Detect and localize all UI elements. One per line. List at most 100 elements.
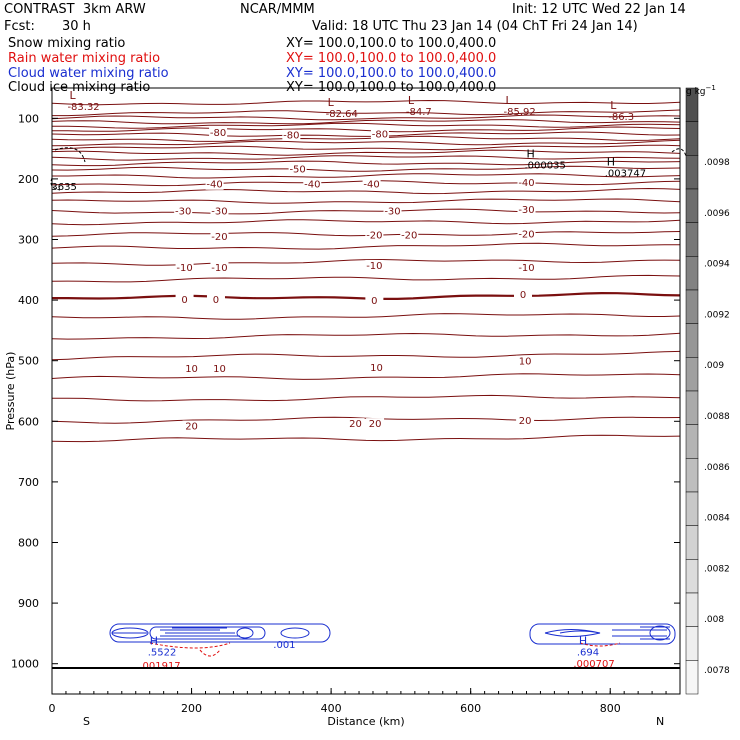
contour-label: -10	[518, 263, 534, 274]
contour-label-bg	[175, 293, 194, 305]
contour-label-bg	[514, 289, 532, 301]
cloud-water-contour	[111, 627, 149, 639]
contour-label-bg	[365, 229, 384, 241]
isotherm-line	[51, 144, 681, 151]
contour-label-bg	[288, 163, 307, 175]
field-label-cloud-water: Cloud water mixing ratio	[8, 66, 169, 81]
contour-label: -80	[283, 131, 299, 142]
contour-label-bg	[175, 261, 194, 273]
axes-layer: 0 200 400 600 800100200300400500600700800900…	[11, 112, 681, 715]
contour-label: -40	[206, 180, 222, 191]
contour-label: -10	[366, 261, 382, 272]
colorbar-segment	[685, 626, 699, 661]
extremum-value: -85.92	[504, 107, 536, 118]
cloud-ice-contour	[671, 148, 687, 157]
x-axis-label: Distance (km)	[327, 715, 404, 728]
extremum-marker: H	[579, 634, 587, 647]
colorbar-label: .0088	[704, 412, 730, 422]
contour-label-bg	[282, 129, 301, 141]
isotherm-line	[51, 155, 681, 161]
contour-label-bg	[516, 355, 535, 367]
isotherm-line	[51, 149, 681, 156]
colorbar-segment	[685, 458, 699, 493]
contour-label-bg	[362, 178, 381, 190]
plot-title: CONTRAST 3km ARW	[4, 2, 146, 17]
y-tick-label: 600	[18, 415, 39, 428]
extremum-marker: H	[150, 634, 158, 647]
y-tick-label: 900	[18, 597, 39, 610]
isotherm-line	[51, 131, 681, 137]
extremum-marker: L	[506, 94, 513, 107]
colorbar-segment	[685, 592, 699, 627]
contour-label: -10	[211, 263, 227, 274]
contour-label: 0	[213, 295, 219, 306]
x-tick-label: 0	[49, 702, 56, 715]
extremum-marker: L	[610, 99, 617, 112]
cloud-water-contour	[529, 623, 676, 645]
y-tick-label: 500	[18, 355, 39, 368]
contour-label-bg	[366, 418, 385, 430]
isotherm-line	[51, 198, 681, 204]
colorbar: .0098 .0096 .0094 .0092 .009 .0088 .0086 .0084.…	[685, 87, 730, 695]
cloud-water-contour	[109, 623, 331, 643]
contour-label: -20	[366, 231, 382, 242]
contour-label: 20	[519, 416, 532, 427]
extremum-marker: H	[526, 148, 534, 161]
valid-time: Valid: 18 UTC Thu 23 Jan 14 (04 ChT Fri …	[312, 19, 638, 34]
x-tick-label: 800	[600, 702, 621, 715]
extremum-value: .5522	[148, 647, 177, 658]
contour-label: -40	[363, 180, 379, 191]
colorbar-label: .0082	[704, 564, 730, 574]
contour-label-bg	[517, 176, 536, 188]
colorbar-segment	[685, 390, 699, 425]
cloud-water-contour	[236, 627, 254, 639]
contour-label-bg	[210, 230, 229, 242]
isotherm-line	[51, 434, 681, 443]
isotherm-line	[51, 126, 681, 133]
cloud-water-contour	[544, 626, 670, 640]
colorbar-label: .0094	[704, 260, 730, 270]
isotherm-line	[51, 258, 681, 266]
extremum-value: .000707	[573, 659, 614, 670]
extremum-marker: H	[607, 156, 615, 169]
extremum-value: .694	[577, 647, 599, 658]
contour-label: -10	[176, 263, 192, 274]
extremum-value: -84.7	[406, 107, 432, 118]
isotherm-line	[51, 99, 681, 106]
contour-label-bg	[346, 418, 365, 430]
contour-label-bg	[517, 204, 536, 216]
isotherm-line	[51, 373, 681, 380]
contour-label: 20	[369, 419, 382, 430]
extremum-value: 3635	[51, 182, 76, 193]
y-tick-label: 1000	[11, 658, 39, 671]
isotherm-line	[51, 114, 681, 121]
contour-label-bg	[209, 127, 228, 139]
contour-label: -50	[289, 165, 305, 176]
field-xy-cloud-water: XY= 100.0,100.0 to 100.0,400.0	[286, 66, 497, 81]
isotherm-line	[52, 173, 681, 179]
y-tick-label: 300	[18, 234, 39, 247]
contour-label-bg	[365, 259, 384, 271]
cloud-water-contour	[649, 625, 671, 641]
colorbar-label: .008	[704, 615, 724, 625]
rain-water-contour	[149, 642, 231, 657]
field-label-rain: Rain water mixing ratio	[8, 51, 161, 66]
contour-label-bg	[210, 362, 229, 374]
contour-label: -40	[518, 178, 534, 189]
isotherm-line	[51, 187, 681, 195]
extremum-value: .001	[273, 640, 295, 651]
plot-frame	[51, 87, 681, 695]
contour-label: -20	[401, 231, 417, 242]
contour-label: 10	[519, 357, 532, 368]
colorbar-label: .0078	[704, 666, 730, 676]
contour-label-bg	[206, 293, 225, 305]
contour-label-bg	[517, 228, 536, 240]
isotherm-line	[51, 274, 681, 283]
extremum-marker: L	[408, 94, 415, 107]
colorbar-segment	[685, 155, 699, 190]
isotherm-line	[52, 122, 681, 129]
colorbar-segment	[685, 323, 699, 358]
y-tick-label: 200	[18, 173, 39, 186]
contour-label: -40	[304, 180, 320, 191]
